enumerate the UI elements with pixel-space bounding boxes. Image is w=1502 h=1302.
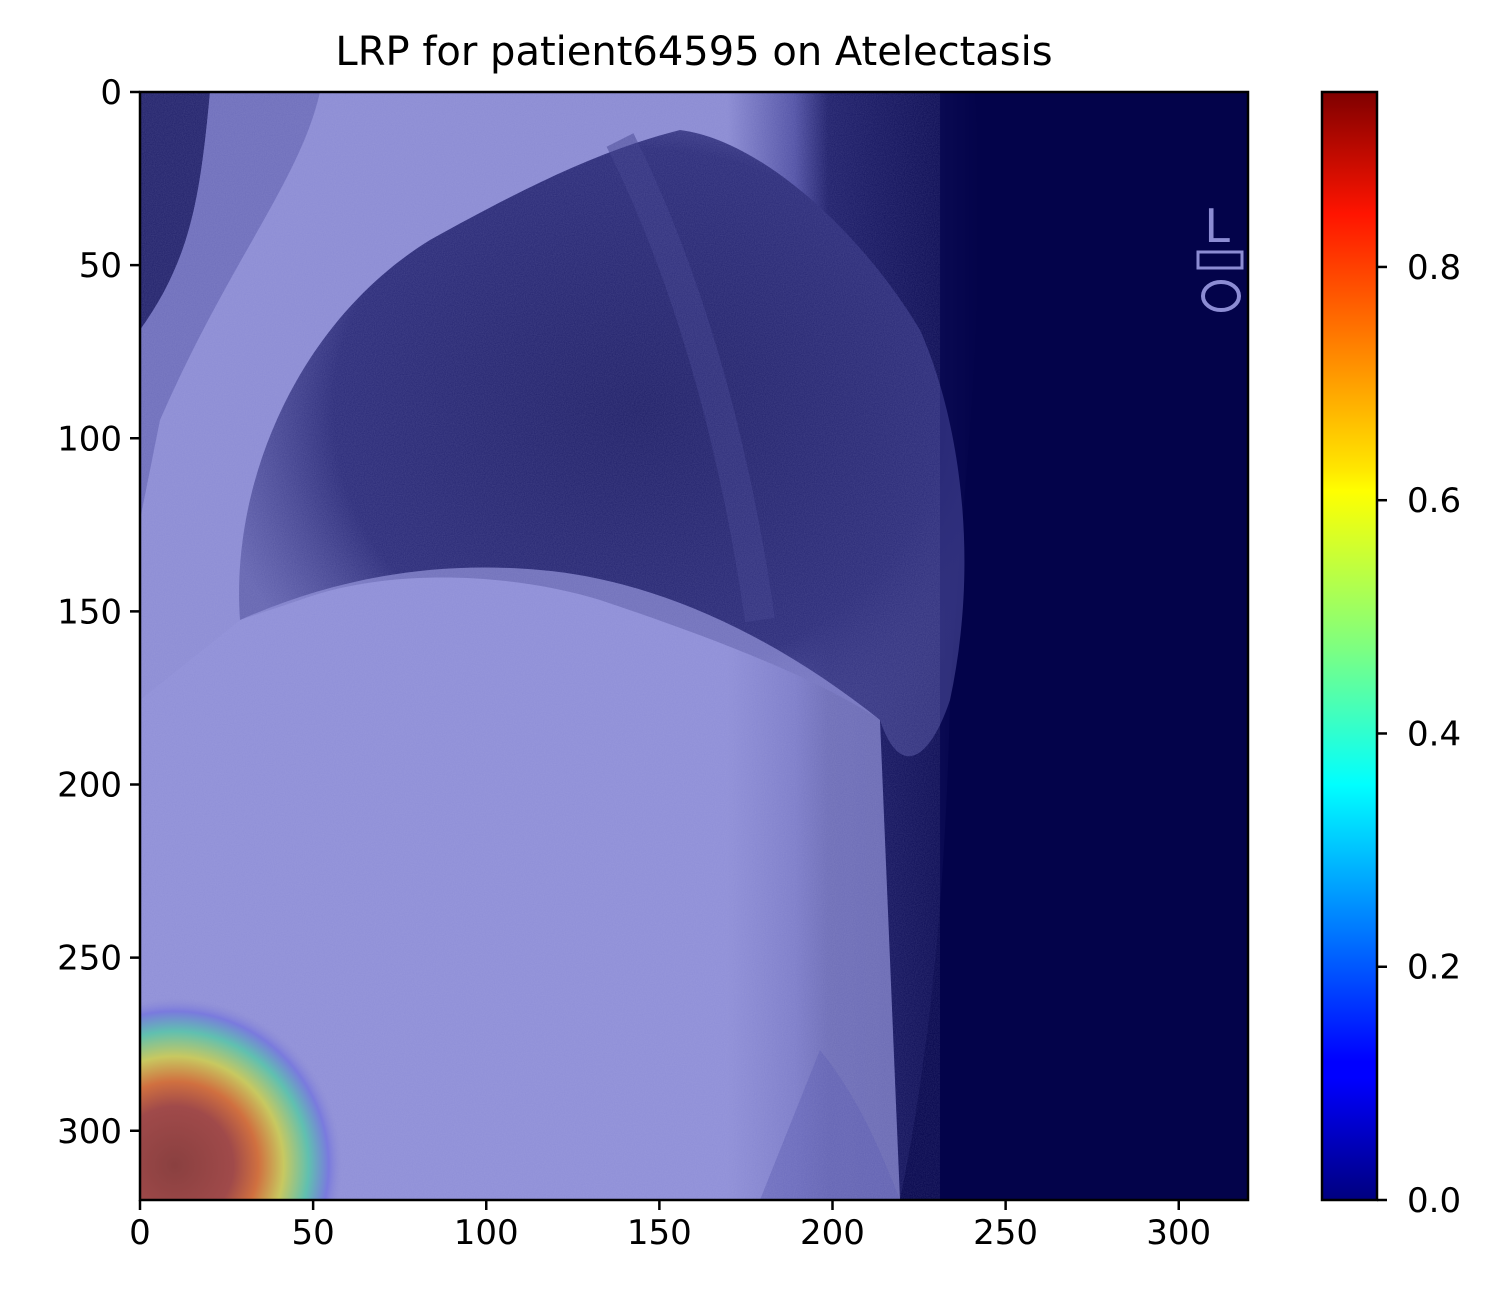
- x-tick-label: 300: [1146, 1213, 1211, 1253]
- xray-side-marker: L: [1204, 199, 1232, 253]
- y-tick-label: 200: [57, 766, 122, 806]
- colorbar-tick-label: 0.6: [1407, 481, 1461, 521]
- x-tick-label: 50: [291, 1213, 334, 1253]
- y-tick-label: 0: [100, 73, 122, 113]
- colorbar-tick-label: 0.4: [1407, 714, 1461, 754]
- chart-title: LRP for patient64595 on Atelectasis: [335, 29, 1052, 75]
- y-tick-label: 50: [79, 246, 122, 286]
- x-tick-label: 150: [627, 1213, 692, 1253]
- xray-marker-circle: [1201, 280, 1241, 312]
- colorbar-axis: 0.0 0.2 0.4 0.6 0.8: [1377, 248, 1461, 1221]
- x-tick-label: 200: [800, 1213, 865, 1253]
- colorbar-tick-label: 0.2: [1407, 948, 1461, 988]
- y-tick-label: 150: [57, 592, 122, 632]
- heatmap-image: L: [140, 92, 1248, 1200]
- x-tick-label: 0: [129, 1213, 151, 1253]
- y-tick-label: 100: [57, 419, 122, 459]
- colorbar-tick-label: 0.8: [1407, 248, 1461, 288]
- relevance-hotspot: [140, 997, 343, 1200]
- y-tick-label: 300: [57, 1112, 122, 1152]
- x-tick-label: 100: [454, 1213, 519, 1253]
- colorbar: [1320, 90, 1379, 1202]
- xray-marker-glyph: [1196, 250, 1244, 270]
- y-axis: 0 50 100 150 200 250 300: [57, 73, 140, 1152]
- x-axis: 0 50 100 150 200 250 300: [129, 1200, 1211, 1253]
- x-tick-label: 250: [973, 1213, 1038, 1253]
- colorbar-tick-label: 0.0: [1407, 1181, 1461, 1221]
- xray-noise: [140, 92, 940, 1200]
- axes-frame: [138, 90, 1250, 1202]
- y-tick-label: 250: [57, 939, 122, 979]
